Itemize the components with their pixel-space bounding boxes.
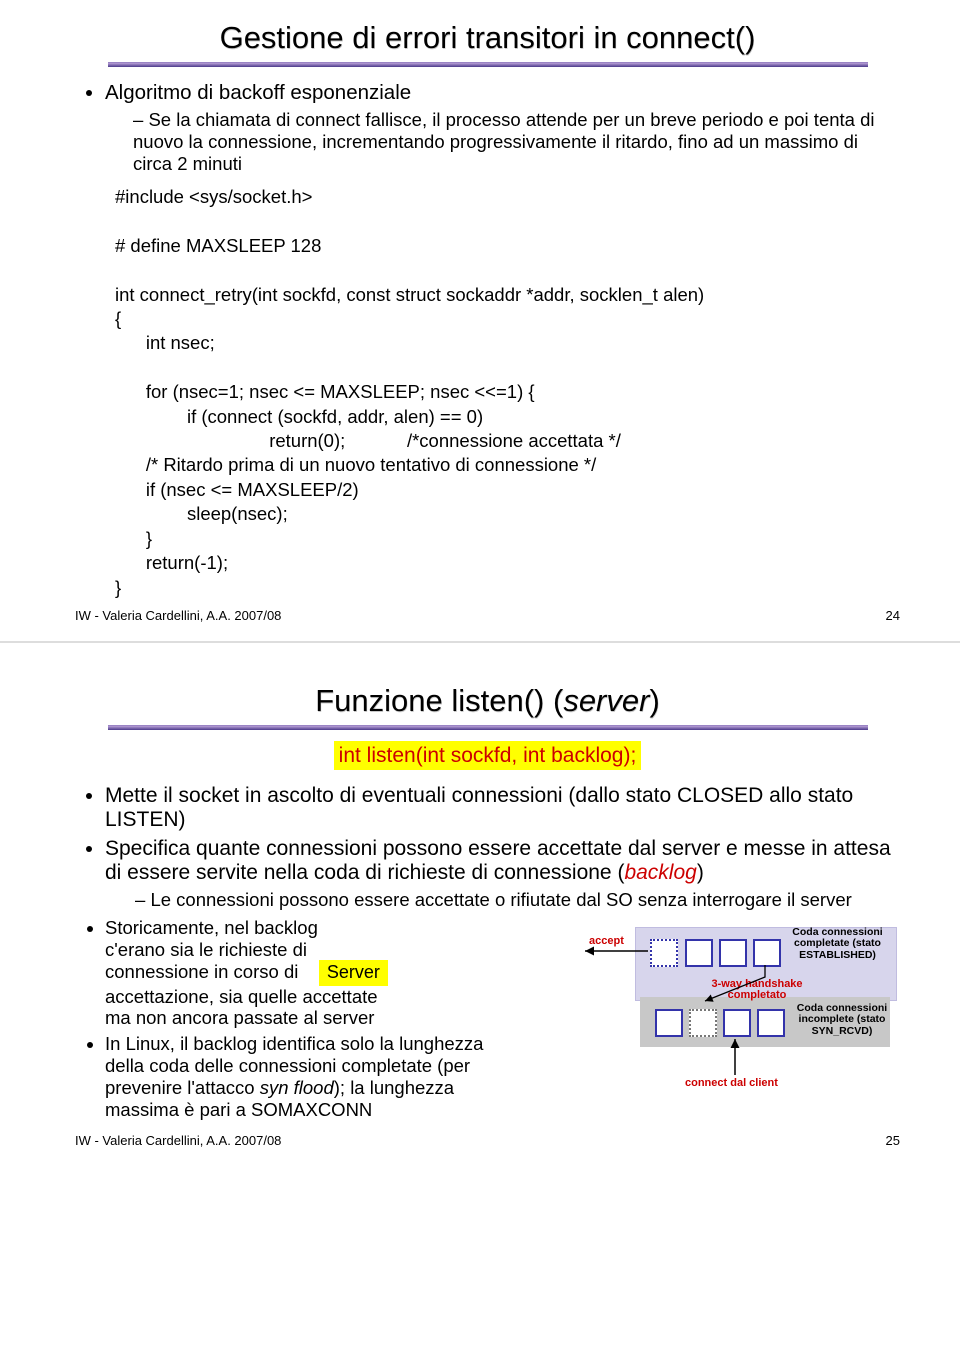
- server-label: Server: [319, 960, 388, 985]
- slide1-sublist: Se la chiamata di connect fallisce, il p…: [133, 109, 900, 175]
- slide2-footer-right: 25: [886, 1133, 900, 1148]
- q1-box-2: [685, 939, 713, 967]
- queue-diagram: Coda connessioni completate (stato ESTAB…: [505, 917, 900, 1092]
- q1-box-3: [719, 939, 747, 967]
- slide2-b2: Specifica quante connessioni possono ess…: [105, 837, 900, 911]
- slide-2: Funzione listen() (server) Funzione list…: [0, 643, 960, 1166]
- slide1-footer-left: IW - Valeria Cardellini, A.A. 2007/08: [75, 608, 281, 623]
- slide1-code: #include <sys/socket.h> # define MAXSLEE…: [115, 185, 900, 600]
- slide1-list: Algoritmo di backoff esponenziale Se la …: [105, 81, 900, 175]
- slide1-bullet-1-text: Algoritmo di backoff esponenziale: [105, 81, 411, 104]
- accept-label: accept: [589, 935, 624, 947]
- q2-box-3: [723, 1009, 751, 1037]
- slide2-sublist: Le connessioni possono essere accettate …: [135, 889, 900, 910]
- listen-prototype: int listen(int sockfd, int backlog);: [75, 744, 900, 768]
- slide2-b4: In Linux, il backlog identifica solo la …: [105, 1033, 495, 1120]
- listen-prototype-text: int listen(int sockfd, int backlog);: [334, 741, 642, 770]
- slide2-title-pre: Funzione listen() (: [315, 683, 563, 718]
- slide2-b1: Mette il socket in ascolto di eventuali …: [105, 784, 900, 832]
- q2-box-4: [757, 1009, 785, 1037]
- q1-box-1: [650, 939, 678, 967]
- slide1-title: Gestione di errori transitori in connect…: [75, 20, 900, 56]
- slide2-title: Funzione listen() (server): [75, 683, 900, 719]
- title-wrap-2: Funzione listen() (server) Funzione list…: [75, 683, 900, 719]
- handshake-label: 3-way handshake completato: [697, 979, 817, 1002]
- slide2-footer: IW - Valeria Cardellini, A.A. 2007/08 25: [75, 1133, 900, 1148]
- slide2-footer-left: IW - Valeria Cardellini, A.A. 2007/08: [75, 1133, 281, 1148]
- slide1-sub-1: Se la chiamata di connect fallisce, il p…: [133, 109, 900, 175]
- q2-label: Coda connessioni incomplete (stato SYN_R…: [787, 1003, 897, 1038]
- slide2-b4-em: syn flood: [260, 1077, 334, 1098]
- q2-box-2: [689, 1009, 717, 1037]
- slide-1: Gestione di errori transitori in connect…: [0, 0, 960, 641]
- q2-box-1: [655, 1009, 683, 1037]
- title-underline-2: [108, 725, 868, 730]
- q1-label: Coda connessioni completate (stato ESTAB…: [780, 927, 895, 962]
- slide1-footer: IW - Valeria Cardellini, A.A. 2007/08 24: [75, 608, 900, 623]
- title-wrap-1: Gestione di errori transitori in connect…: [75, 20, 900, 56]
- slide2-lower: Storicamente, nel backlog c'erano sia le…: [75, 917, 900, 1125]
- slide2-b3: Storicamente, nel backlog c'erano sia le…: [105, 917, 495, 1030]
- slide2-list: Mette il socket in ascolto di eventuali …: [105, 784, 900, 911]
- slide2-b2-em: backlog: [624, 861, 696, 884]
- q1-box-4: [753, 939, 781, 967]
- slide2-sub-1: Le connessioni possono essere accettate …: [135, 889, 900, 910]
- slide2-lower-text: Storicamente, nel backlog c'erano sia le…: [75, 917, 495, 1125]
- slide2-title-em: server: [563, 683, 649, 718]
- slide1-bullet-1: Algoritmo di backoff esponenziale Se la …: [105, 81, 900, 175]
- slide1-footer-right: 24: [886, 608, 900, 623]
- title-underline-1: [108, 62, 868, 67]
- slide2-title-post: ): [649, 683, 659, 718]
- slide2-b2-a: Specifica quante connessioni possono ess…: [105, 837, 891, 884]
- connect-label: connect dal client: [685, 1077, 778, 1089]
- slide2-lower-list: Storicamente, nel backlog c'erano sia le…: [105, 917, 495, 1121]
- slide2-b2-b: ): [697, 861, 704, 884]
